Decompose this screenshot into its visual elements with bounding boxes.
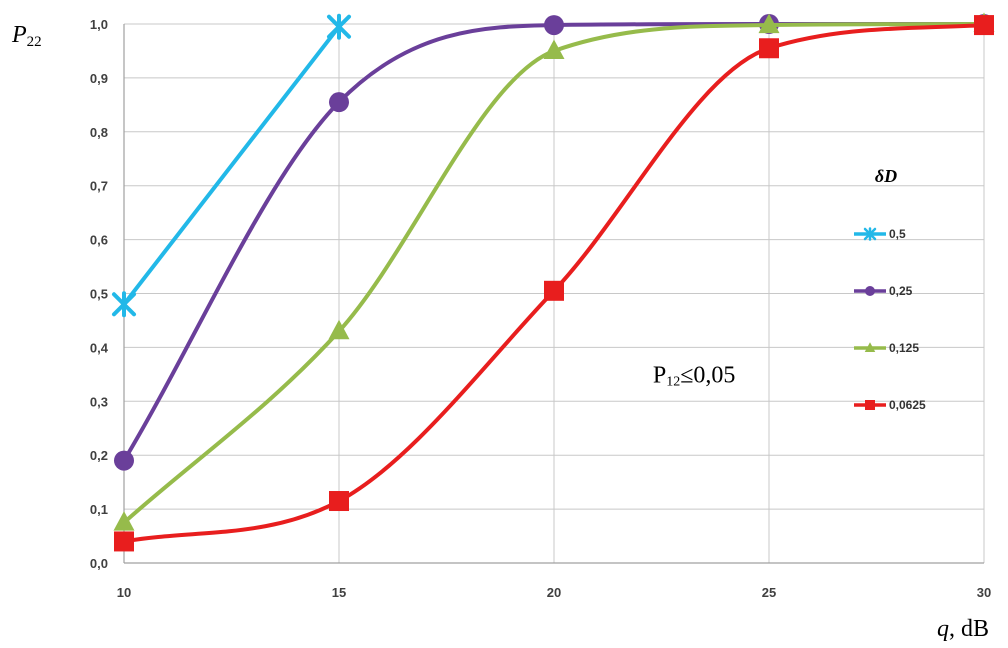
y-axis-title-sub: 22 [27, 34, 42, 50]
y-tick-label: 0,6 [90, 233, 108, 248]
series-0 [112, 13, 351, 318]
legend-label: 0,0625 [889, 398, 926, 412]
y-tick-label: 0,9 [90, 71, 108, 86]
legend-label: 0,125 [889, 341, 919, 355]
x-tick-label: 30 [977, 585, 991, 600]
data-point [327, 13, 351, 40]
annotation-sub: 12 [666, 374, 680, 389]
data-point [758, 13, 780, 34]
y-tick-label: 0,5 [90, 287, 108, 302]
series-group [112, 12, 995, 552]
y-tick-label: 0,4 [90, 340, 109, 355]
y-axis-title: P22 [11, 22, 42, 50]
legend-item: 0,5 [854, 227, 906, 241]
legend-swatch-marker [865, 286, 875, 296]
legend-label: 0,25 [889, 284, 913, 298]
data-point [329, 491, 349, 512]
legend-title: δD [875, 166, 897, 186]
x-axis-title-unit: , dB [949, 616, 989, 642]
legend-item: 0,25 [854, 284, 913, 298]
data-point [112, 291, 136, 318]
data-point [543, 39, 565, 59]
y-tick-label: 1,0 [90, 17, 108, 32]
data-point [114, 450, 134, 471]
legend: δD 0,5 0,25 0,125 0,0625 [854, 166, 926, 412]
y-tick-label: 0,7 [90, 179, 108, 194]
y-tick-label: 0,0 [90, 556, 108, 571]
y-tick-label: 0,1 [90, 502, 108, 517]
legend-label: 0,5 [889, 227, 906, 241]
data-point [328, 319, 350, 340]
data-point [544, 280, 564, 301]
data-point [974, 15, 994, 36]
series-3 [114, 15, 994, 552]
y-tick-label: 0,3 [90, 394, 108, 409]
legend-swatch-marker [865, 400, 875, 410]
legend-swatch-marker [863, 227, 877, 241]
y-tick-label: 0,2 [90, 448, 108, 463]
y-tick-label: 0,8 [90, 125, 108, 140]
x-axis-title: q, dB [937, 616, 989, 642]
x-axis-title-main: q [937, 616, 949, 642]
legend-swatch-marker [864, 342, 876, 352]
data-point [113, 511, 135, 531]
x-tick-label: 25 [762, 585, 776, 600]
data-point [544, 15, 564, 36]
data-point [329, 92, 349, 113]
annotation-main: P [653, 362, 666, 388]
axes: 0,0 0,1 0,2 0,3 0,4 0,5 0,6 0,7 0,8 0,9 1,0 10 15 20 2… [90, 17, 991, 600]
x-tick-label: 20 [547, 585, 561, 600]
series-line [122, 24, 341, 307]
data-point [759, 38, 779, 59]
legend-item: 0,0625 [854, 398, 926, 412]
x-tick-label: 10 [117, 585, 131, 600]
y-axis-title-main: P [11, 22, 27, 48]
series-line [122, 22, 986, 525]
legend-item: 0,125 [854, 341, 919, 355]
x-tick-label: 15 [332, 585, 346, 600]
data-point [114, 531, 134, 552]
annotation-rest: ≤0,05 [680, 362, 735, 388]
annotation: P12≤0,05 [653, 362, 736, 389]
